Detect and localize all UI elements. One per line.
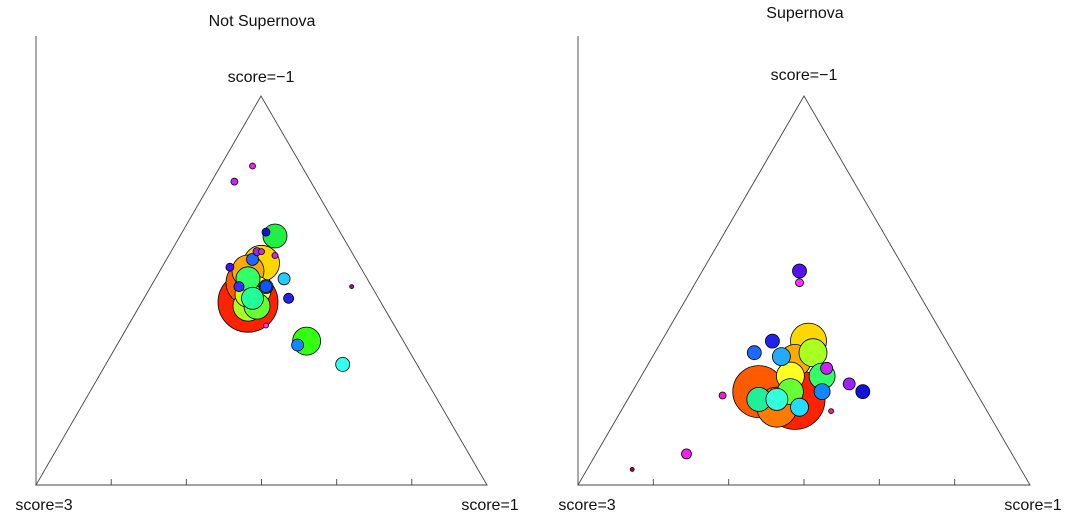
data-point [765, 387, 789, 411]
data-point [813, 383, 831, 401]
bubble-series [217, 162, 355, 372]
data-point [283, 292, 295, 304]
data-point [772, 347, 791, 367]
data-point [259, 280, 273, 294]
data-point [249, 162, 256, 170]
panel-title: Supernova [766, 5, 843, 22]
data-point [261, 227, 271, 237]
vertex-label-left: score=3 [558, 497, 615, 514]
data-point [335, 356, 351, 372]
data-point [798, 338, 828, 368]
data-point [349, 284, 355, 290]
panel-supernova: Supernova score=−1 score=3 score=1 [558, 5, 1061, 514]
data-point [842, 377, 856, 391]
data-point [263, 322, 269, 329]
data-point [629, 466, 635, 472]
data-point [790, 397, 809, 417]
vertex-label-right: score=1 [1004, 497, 1061, 514]
data-point [277, 272, 291, 286]
bubble-series [629, 263, 871, 472]
data-point [828, 408, 834, 415]
data-point [241, 286, 264, 310]
data-point [746, 345, 762, 361]
data-point [765, 333, 780, 349]
data-point [291, 338, 305, 352]
data-point [820, 361, 833, 375]
data-point [225, 262, 235, 272]
vertex-label-top: score=−1 [228, 69, 295, 86]
data-point [792, 263, 807, 279]
data-point [258, 248, 265, 256]
data-point [233, 281, 245, 293]
data-point [271, 252, 279, 259]
panel-not-supernova: Not Supernova score=−1 score=3 score=1 [15, 13, 518, 514]
bottom-ticks [652, 479, 956, 485]
vertex-label-left: score=3 [15, 497, 72, 514]
vertex-label-right: score=1 [461, 497, 518, 514]
data-point [718, 391, 727, 400]
vertex-label-top: score=−1 [771, 67, 838, 84]
data-point [795, 278, 804, 288]
bottom-ticks [110, 479, 413, 485]
data-point [855, 384, 871, 400]
data-point [246, 252, 259, 266]
panel-title: Not Supernova [209, 13, 316, 30]
data-point [230, 177, 239, 186]
data-point [681, 448, 692, 460]
